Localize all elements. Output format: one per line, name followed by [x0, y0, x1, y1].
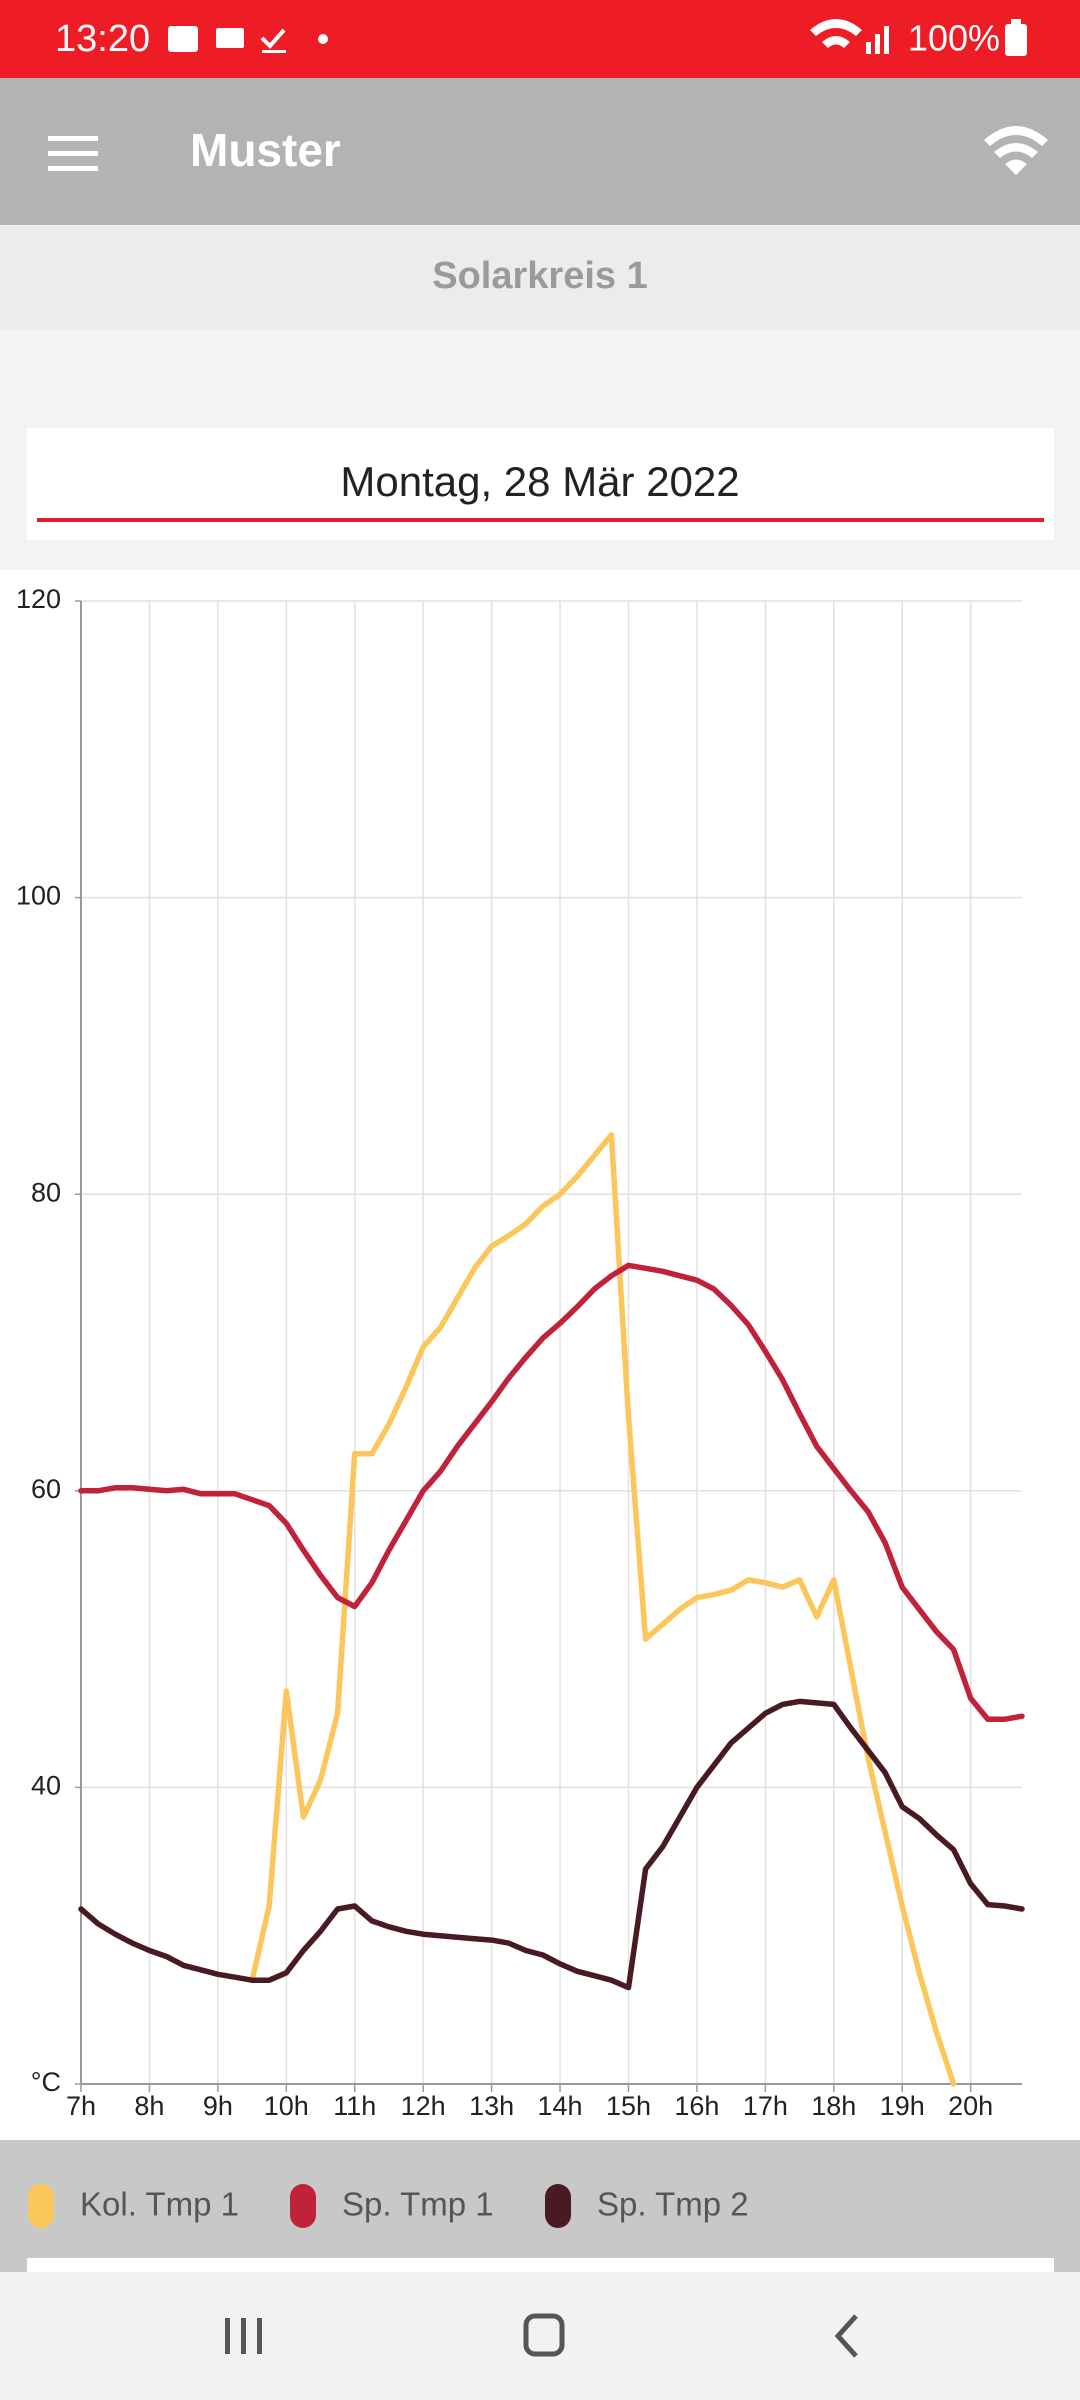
x-tick-label: 12h: [401, 2091, 446, 2121]
menu-button[interactable]: [48, 136, 98, 171]
series-line: [78, 1262, 1025, 1722]
date-underline: [37, 518, 1044, 522]
legend-swatch: [28, 2184, 54, 2228]
x-tick-label: 8h: [134, 2091, 164, 2121]
status-icons: [168, 19, 1027, 56]
y-tick-label: °C: [31, 2067, 61, 2097]
legend-label: Sp. Tmp 2: [597, 2186, 749, 2223]
x-tick-label: 15h: [606, 2091, 651, 2121]
x-tick-label: 7h: [66, 2091, 96, 2121]
card-edge: [27, 2258, 1054, 2272]
x-tick-label: 9h: [203, 2091, 233, 2121]
app-title: Muster: [190, 124, 341, 176]
legend: Kol. Tmp 1 Sp. Tmp 1 Sp. Tmp 2: [28, 2184, 749, 2228]
x-tick-label: 11h: [333, 2091, 376, 2121]
x-tick-label: 19h: [880, 2091, 925, 2121]
x-tick-label: 17h: [743, 2091, 788, 2121]
section-title: Solarkreis 1: [432, 255, 647, 297]
app-bar: [0, 78, 1080, 225]
status-battery: 100%: [908, 18, 1000, 59]
nav-home[interactable]: [523, 2313, 565, 2357]
x-tick-label: 18h: [811, 2091, 856, 2121]
y-tick-label: 80: [31, 1177, 61, 1207]
legend-label: Sp. Tmp 1: [342, 2186, 494, 2223]
y-tick-label: 100: [16, 881, 61, 911]
legend-swatch: [290, 2184, 316, 2228]
x-tick-label: 14h: [538, 2091, 583, 2121]
y-tick-label: 40: [31, 1771, 61, 1801]
x-tick-label: 10h: [264, 2091, 309, 2121]
section-header: [0, 225, 1080, 330]
status-time: 13:20: [55, 18, 150, 60]
nav-recent[interactable]: [225, 2318, 262, 2354]
y-tick-label: 120: [16, 584, 61, 614]
legend-label: Kol. Tmp 1: [80, 2186, 239, 2223]
nav-back[interactable]: [834, 2314, 858, 2358]
series-line: [78, 1698, 1025, 1991]
series-line: [249, 1132, 957, 2087]
x-tick-label: 20h: [948, 2091, 993, 2121]
wifi-status[interactable]: [984, 126, 1048, 175]
chart: °C 40 60 80 100 120 7h 8h 9h 10h 11h 12h 13h 14h 15h 16…: [16, 584, 1025, 2121]
nav-bar: [0, 2272, 1080, 2400]
y-tick-label: 60: [31, 1474, 61, 1504]
chart-area: [0, 570, 1080, 2140]
x-tick-label: 13h: [469, 2091, 514, 2121]
legend-bar: [0, 2140, 1080, 2272]
x-tick-label: 16h: [674, 2091, 719, 2121]
legend-swatch: [545, 2184, 571, 2228]
date-label[interactable]: Montag, 28 Mär 2022: [340, 458, 739, 505]
